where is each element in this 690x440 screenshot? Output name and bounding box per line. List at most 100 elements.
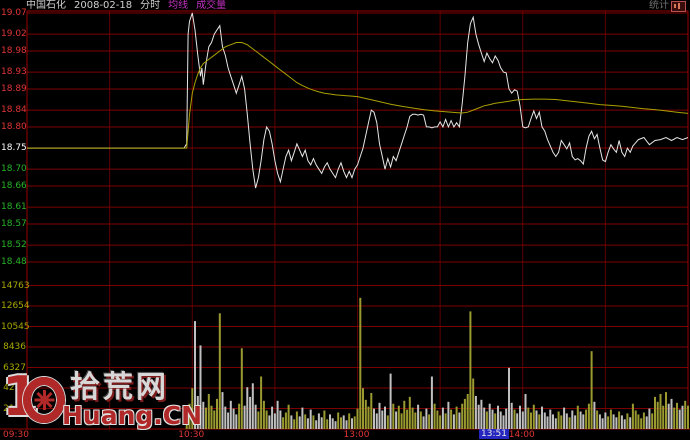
volume-bar	[665, 392, 667, 429]
watermark-site-name: 拾荒网	[70, 370, 169, 405]
volume-bar	[615, 417, 618, 429]
volume-bar	[480, 399, 483, 429]
volume-bar	[362, 388, 364, 429]
volume-bar	[422, 416, 425, 429]
volume-bar	[232, 408, 235, 429]
volume-bar	[411, 407, 414, 429]
volume-bar	[601, 418, 604, 429]
volume-bar	[532, 404, 535, 429]
price-axis-label: 19.02	[1, 29, 27, 40]
volume-bar	[373, 408, 375, 429]
chart-header: 中国石化 2008-02-18 分时 均线 成交量	[26, 0, 226, 11]
volume-bar	[676, 402, 678, 429]
volume-bar	[530, 412, 532, 429]
volume-bar	[246, 387, 249, 429]
watermark-gear-icon	[23, 377, 65, 423]
volume-bar	[620, 415, 623, 429]
volume-bar	[397, 405, 400, 429]
volume-bar	[642, 412, 645, 429]
volume-bar	[585, 409, 588, 429]
volume-bar	[196, 396, 199, 429]
volume-bar	[458, 412, 461, 429]
volume-bar	[381, 410, 384, 429]
volume-bar	[513, 409, 516, 429]
volume-bar	[210, 405, 213, 429]
volume-bar	[477, 404, 480, 429]
volume-bar	[224, 406, 227, 429]
watermark-logo: 1 拾荒网 Huang.CN	[2, 369, 202, 430]
volume-bar	[262, 400, 265, 429]
volume-bar	[433, 403, 436, 429]
volume-bar	[687, 405, 689, 429]
volume-bar	[549, 409, 552, 429]
volume-bar	[386, 415, 389, 429]
volume-bar	[309, 409, 312, 429]
volume-bar	[326, 419, 329, 429]
volume-bar	[367, 406, 370, 429]
volume-bar	[323, 410, 326, 429]
volume-axis-label: 2109	[3, 403, 26, 414]
volume-bar	[340, 417, 342, 429]
volume-bar	[218, 313, 221, 429]
volume-bar	[678, 409, 681, 429]
volume-bar	[659, 394, 662, 429]
volume-bar	[538, 414, 541, 429]
volume-bar	[400, 413, 403, 429]
volume-bar	[444, 413, 447, 429]
volume-bar	[521, 411, 524, 429]
volume-bar	[298, 416, 301, 429]
volume-bar	[574, 415, 577, 429]
volume-bar	[317, 413, 320, 429]
volume-bar	[436, 410, 439, 429]
time-axis-label: 13:00	[343, 430, 370, 440]
volume-bar	[648, 408, 651, 429]
volume-bar	[290, 415, 293, 429]
volume-bar	[221, 392, 224, 429]
volume-bar	[406, 409, 409, 429]
volume-bar	[651, 413, 654, 429]
volume-bar	[541, 406, 543, 429]
price-axis-label: 18.52	[1, 240, 27, 251]
volume-bar	[681, 405, 684, 429]
volume-bar	[334, 421, 337, 429]
volume-bar	[185, 411, 188, 429]
price-axis-label: 18.84	[1, 105, 27, 116]
stock-name: 中国石化	[26, 0, 66, 11]
stats-panel-icon[interactable]	[671, 1, 686, 12]
volume-bar	[582, 414, 585, 429]
volume-bar	[609, 409, 612, 429]
volume-bar	[455, 406, 458, 429]
volume-bar	[568, 417, 571, 429]
volume-bar	[604, 412, 607, 429]
volume-bar	[265, 410, 268, 429]
volume-bar	[251, 383, 254, 429]
price-axis-label: 18.75	[1, 143, 27, 154]
volume-bar	[306, 418, 309, 429]
volume-bar	[499, 411, 502, 429]
price-axis-label: 18.66	[1, 181, 27, 192]
volume-bar	[466, 394, 469, 429]
volume-bar	[527, 407, 530, 429]
volume-axis-label: 12654	[1, 301, 30, 311]
volume-bar	[439, 415, 442, 429]
volume-bar	[392, 403, 395, 429]
volume-bar	[384, 406, 386, 429]
price-axis-label: 18.57	[1, 219, 27, 230]
volume-bar	[563, 407, 566, 429]
chart-date: 2008-02-18	[74, 0, 133, 11]
volume-bar	[331, 418, 334, 429]
volume-bar	[287, 404, 290, 429]
volume-bar	[557, 411, 560, 429]
volume-bar	[243, 405, 246, 429]
volume-bar	[485, 411, 488, 429]
volume-bar	[194, 321, 196, 429]
stats-tab[interactable]: 统计	[649, 0, 669, 11]
volume-bar	[329, 414, 331, 429]
volume-bar	[359, 297, 362, 429]
volume-bar	[483, 407, 486, 429]
volume-bar	[348, 413, 351, 429]
volume-bar	[282, 417, 285, 429]
volume-bar	[403, 400, 406, 429]
